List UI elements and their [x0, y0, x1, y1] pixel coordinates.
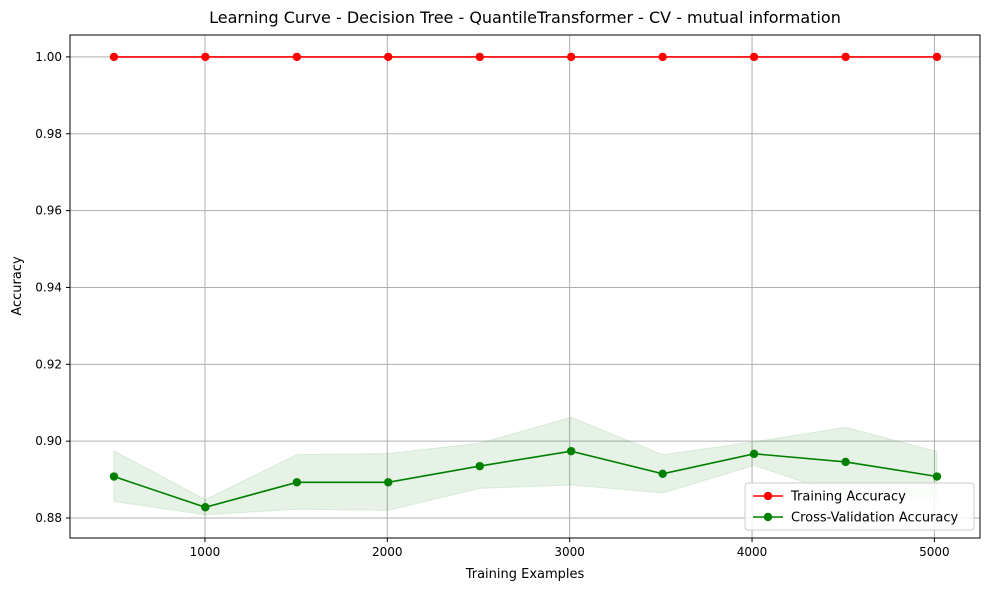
data-point-cross-validation: [384, 478, 393, 487]
data-point-training: [475, 52, 484, 62]
y-axis-label: Accuracy: [10, 256, 25, 316]
y-tick-label: 0.92: [35, 357, 62, 371]
x-axis-label: Training Examples: [465, 567, 585, 582]
data-point-training: [201, 52, 210, 62]
data-point-cross-validation: [292, 478, 302, 487]
y-tick-label: 0.90: [35, 434, 62, 448]
data-point-cross-validation: [475, 461, 484, 471]
legend-marker-cross-validation: [763, 512, 773, 522]
plot-area: [69, 34, 981, 539]
grid-layer: [70, 35, 980, 538]
data-point-training: [658, 52, 667, 62]
data-point-training: [841, 52, 850, 62]
y-tick-label: 0.94: [35, 280, 62, 294]
y-axis-ticks: 0.88 0.90 0.92 0.94 0.96 0.98 1.00: [35, 50, 70, 525]
data-point-cross-validation: [932, 472, 942, 481]
data-point-cross-validation: [658, 469, 667, 479]
data-point-training: [109, 52, 119, 62]
data-point-training: [932, 52, 942, 62]
x-tick-label: 3000: [554, 545, 585, 559]
data-point-cross-validation: [109, 472, 119, 481]
legend: Training Accuracy Cross-Validation Accura…: [744, 482, 975, 531]
data-point-cross-validation: [749, 449, 759, 459]
x-axis-ticks: 1000 2000 3000 4000 5000: [190, 538, 950, 559]
y-tick-label: 0.98: [35, 127, 62, 141]
x-tick-label: 5000: [919, 545, 950, 559]
plot-frame: [69, 34, 981, 539]
legend-label-cross-validation: Cross-Validation Accuracy: [791, 511, 959, 526]
data-point-cross-validation: [566, 446, 576, 456]
legend-label-training: Training Accuracy: [790, 490, 906, 505]
x-tick-label: 4000: [737, 545, 768, 559]
data-point-training: [749, 52, 759, 62]
y-tick-label: 0.96: [35, 204, 62, 218]
data-point-training: [384, 52, 393, 62]
legend-marker-training: [763, 491, 773, 501]
x-tick-label: 1000: [190, 545, 221, 559]
data-point-training: [292, 52, 302, 62]
series-layer: [109, 52, 942, 512]
y-tick-label: 1.00: [35, 50, 62, 64]
data-point-cross-validation: [201, 503, 210, 512]
data-point-training: [566, 52, 576, 62]
x-tick-label: 2000: [372, 545, 403, 559]
y-tick-label: 0.88: [35, 511, 62, 525]
legend-frame: [744, 482, 975, 531]
series-line-cross-validation: [113, 450, 938, 509]
chart-title: Learning Curve - Decision Tree - Quantil…: [209, 8, 841, 27]
data-point-cross-validation: [841, 457, 850, 467]
